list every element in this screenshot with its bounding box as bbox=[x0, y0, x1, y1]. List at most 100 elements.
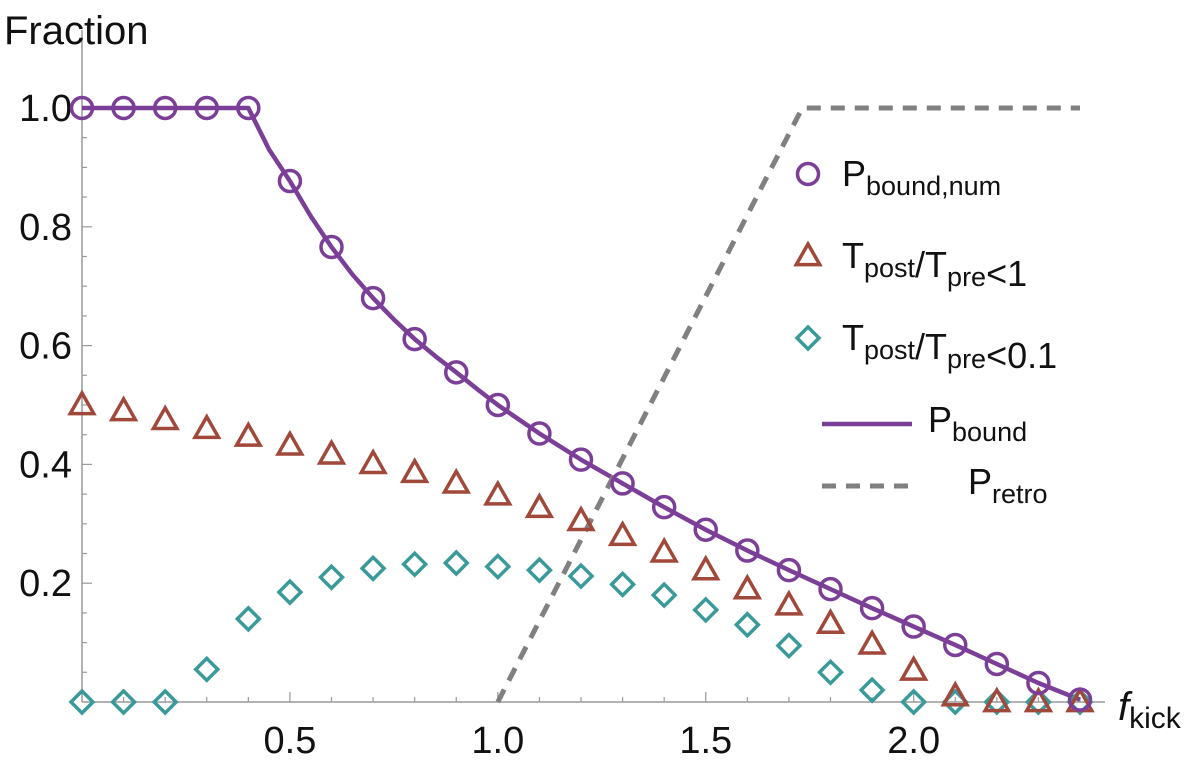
series-t-post-t-pre-0-1-point bbox=[983, 688, 1011, 716]
series-t-post-t-pre-1-point bbox=[441, 467, 472, 494]
series-t-post-t-pre-0-1-point bbox=[858, 676, 886, 704]
series-t-post-t-pre-0-1-point bbox=[1024, 688, 1052, 716]
legend-entry: Pretro bbox=[822, 461, 1048, 509]
series-p-bound-num-point bbox=[735, 538, 760, 563]
legend-label: Pbound bbox=[928, 399, 1027, 447]
series-p-bound-num-point bbox=[402, 326, 427, 352]
y-axis-title: Fraction bbox=[4, 9, 149, 53]
series-t-post-t-pre-1-point bbox=[566, 505, 596, 532]
x-tick-label: 1.5 bbox=[679, 720, 732, 762]
series-p-bound-num-point bbox=[111, 95, 136, 121]
y-tick-label: 0.2 bbox=[19, 563, 72, 605]
legend-label: Pretro bbox=[968, 461, 1048, 509]
series-t-post-t-pre-1-point bbox=[649, 536, 679, 563]
legend-label: Tpost/Tpre<1 bbox=[842, 235, 1027, 294]
series-t-post-t-pre-0-1-point bbox=[401, 550, 429, 578]
series-t-post-t-pre-1-point bbox=[857, 628, 887, 655]
series-p-bound-num-point bbox=[485, 392, 511, 418]
series-t-post-t-pre-1-point bbox=[108, 395, 139, 422]
series-t-post-t-pre-1-point bbox=[67, 389, 97, 416]
series-p-bound-num-point bbox=[943, 632, 968, 658]
y-tick-label: 0.6 bbox=[19, 326, 72, 368]
series-p-bound-num-point bbox=[444, 360, 469, 385]
series-t-post-t-pre-1-point bbox=[399, 457, 430, 484]
legend-label: Pbound,num bbox=[842, 153, 1001, 201]
series-t-post-t-pre-1-point bbox=[982, 686, 1012, 713]
series-t-post-t-pre-0-1-point bbox=[609, 570, 637, 598]
legend-marker bbox=[795, 161, 821, 187]
series-t-post-t-pre-1-point bbox=[774, 589, 804, 616]
series-p-bound-num-point bbox=[693, 517, 718, 542]
series-t-post-t-pre-0-1-point bbox=[733, 611, 761, 639]
series-p-bound-num-point bbox=[277, 168, 303, 194]
series-t-post-t-pre-1-point bbox=[940, 680, 971, 707]
series-t-post-t-pre-0-1-point bbox=[650, 581, 678, 609]
series-t-post-t-pre-0-1-point bbox=[692, 596, 720, 624]
legend: Pbound,num Tpost/Tpre<1 Tpost/Tpre<0.1 Pbou… bbox=[793, 153, 1057, 509]
series-t-post-t-pre-0-1-point bbox=[151, 688, 179, 716]
y-tick-label: 0.4 bbox=[19, 444, 72, 486]
series-t-post-t-pre-0-1-point bbox=[1066, 688, 1094, 716]
series-p-bound-num-point bbox=[568, 447, 594, 472]
legend-entry: Tpost/Tpre<1 bbox=[793, 235, 1027, 294]
series-p-bound-num-point bbox=[610, 471, 635, 496]
y-tick-label: 0.8 bbox=[19, 207, 72, 249]
curves bbox=[82, 105, 1081, 704]
series-t-post-t-pre-1-point bbox=[690, 554, 721, 581]
series-t-post-t-pre-1-point bbox=[358, 448, 388, 475]
series-t-post-t-pre-0-1-point bbox=[276, 578, 304, 606]
series-p-bound-num-point bbox=[194, 95, 219, 121]
series-t-post-t-pre-0-1-point bbox=[442, 549, 470, 577]
series-t-post-t-pre-1-point bbox=[732, 573, 763, 600]
series-p-bound-num-point bbox=[236, 95, 261, 121]
series-p-bound-num-point bbox=[776, 557, 802, 583]
series-t-post-t-pre-0-1-point bbox=[484, 553, 512, 581]
series-t-post-t-pre-0-1-point bbox=[775, 632, 803, 660]
series-p-bound-num-point bbox=[901, 614, 926, 639]
series-t-post-t-pre-1-point bbox=[275, 429, 305, 456]
y-tick-label: 1.0 bbox=[19, 88, 72, 130]
axes: 0.2 0.4 0.6 0.8 1.0 0.5 1.0 1.5 2.0 Fraction fkick bbox=[4, 9, 1182, 762]
series-p-bound-num-point bbox=[984, 651, 1010, 677]
series-p-bound-num-point bbox=[360, 285, 386, 311]
series-p-bound-num-point bbox=[651, 494, 677, 520]
series-t-post-t-pre-1-point bbox=[1023, 686, 1054, 713]
series-t-post-t-pre-1-point bbox=[607, 520, 638, 547]
x-tick-label: 0.5 bbox=[264, 720, 317, 762]
markers bbox=[67, 95, 1095, 716]
legend-marker bbox=[793, 240, 823, 267]
series-t-post-t-pre-0-1-point bbox=[110, 688, 138, 716]
series-t-post-t-pre-1-point bbox=[150, 404, 180, 431]
legend-entry: Pbound,num bbox=[795, 153, 1001, 201]
series-t-post-t-pre-1-point bbox=[316, 438, 347, 465]
series-t-post-t-pre-0-1-point bbox=[567, 562, 595, 590]
legend-label: Tpost/Tpre<0.1 bbox=[842, 317, 1057, 376]
series-p-bound-num-point bbox=[319, 234, 344, 260]
legend-entry: Pbound bbox=[822, 399, 1027, 447]
series-t-post-t-pre-1-point bbox=[233, 420, 264, 447]
series-p-bound-num-point bbox=[69, 95, 95, 121]
series-t-post-t-pre-1-point bbox=[898, 654, 929, 681]
series-t-post-t-pre-0-1-point bbox=[525, 556, 553, 584]
series-t-post-t-pre-1-point bbox=[815, 608, 846, 634]
series-t-post-t-pre-0-1-point bbox=[318, 563, 345, 591]
series-t-post-t-pre-0-1-point bbox=[193, 655, 221, 683]
series-p-bound-num-point bbox=[527, 421, 552, 446]
x-tick-label: 1.0 bbox=[471, 720, 524, 762]
series-t-post-t-pre-1-point bbox=[483, 479, 513, 506]
legend-marker bbox=[794, 324, 822, 352]
x-tick-label: 2.0 bbox=[887, 720, 940, 762]
series-t-post-t-pre-0-1-point bbox=[359, 554, 387, 582]
series-t-post-t-pre-0-1-point bbox=[234, 605, 262, 633]
series-t-post-t-pre-1-point bbox=[191, 413, 222, 440]
legend-entry: Tpost/Tpre<0.1 bbox=[794, 317, 1057, 376]
series-p-bound-num-point bbox=[818, 576, 843, 602]
series-t-post-t-pre-0-1-point bbox=[900, 688, 928, 716]
series-p-bound-num-point bbox=[1026, 670, 1051, 696]
x-axis-title: fkick bbox=[1118, 685, 1182, 735]
series-t-post-t-pre-1-point bbox=[524, 492, 555, 519]
series-p-bound-num-point bbox=[859, 595, 885, 621]
series-p-bound-num-point bbox=[1067, 687, 1093, 712]
series-p-bound-num-point bbox=[152, 95, 178, 121]
